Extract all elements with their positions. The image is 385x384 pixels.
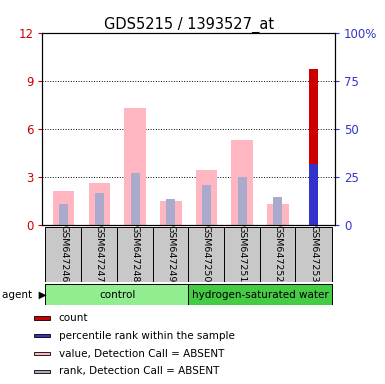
Text: GSM647250: GSM647250 — [202, 225, 211, 282]
Bar — [188, 227, 225, 282]
Bar — [224, 227, 261, 282]
Bar — [53, 191, 74, 225]
Bar — [309, 70, 318, 225]
Bar — [202, 185, 211, 225]
Bar — [34, 316, 50, 319]
Bar — [267, 204, 289, 225]
Bar — [45, 227, 82, 282]
Text: GSM647248: GSM647248 — [131, 225, 140, 282]
Bar — [131, 174, 140, 225]
Text: control: control — [99, 290, 136, 300]
Bar — [295, 227, 332, 282]
Bar — [117, 227, 153, 282]
Text: GSM647249: GSM647249 — [166, 225, 175, 282]
Bar — [81, 227, 118, 282]
Bar — [34, 352, 50, 355]
Bar — [273, 197, 282, 225]
Text: GSM647252: GSM647252 — [273, 225, 282, 282]
Bar — [95, 193, 104, 225]
Bar — [152, 227, 189, 282]
Bar — [188, 284, 332, 305]
Text: value, Detection Call = ABSENT: value, Detection Call = ABSENT — [59, 349, 224, 359]
Bar — [45, 284, 189, 305]
Bar — [166, 199, 175, 225]
Text: percentile rank within the sample: percentile rank within the sample — [59, 331, 234, 341]
Text: hydrogen-saturated water: hydrogen-saturated water — [192, 290, 328, 300]
Bar — [238, 177, 247, 225]
Bar — [196, 170, 217, 225]
Bar — [124, 108, 146, 225]
Bar — [89, 183, 110, 225]
Bar — [231, 140, 253, 225]
Bar — [259, 227, 296, 282]
Text: count: count — [59, 313, 88, 323]
Text: GSM647251: GSM647251 — [238, 225, 247, 282]
Text: GSM647246: GSM647246 — [59, 225, 68, 282]
Text: rank, Detection Call = ABSENT: rank, Detection Call = ABSENT — [59, 366, 219, 376]
Text: GSM647247: GSM647247 — [95, 225, 104, 282]
Bar — [34, 334, 50, 338]
Bar — [34, 370, 50, 373]
Text: agent  ▶: agent ▶ — [2, 290, 47, 300]
Bar — [59, 204, 68, 225]
Title: GDS5215 / 1393527_at: GDS5215 / 1393527_at — [104, 17, 274, 33]
Bar — [160, 201, 181, 225]
Bar — [309, 164, 318, 225]
Text: GSM647253: GSM647253 — [309, 225, 318, 282]
